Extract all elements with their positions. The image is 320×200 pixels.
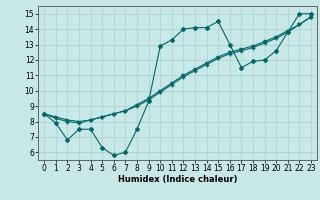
X-axis label: Humidex (Indice chaleur): Humidex (Indice chaleur) [118,175,237,184]
